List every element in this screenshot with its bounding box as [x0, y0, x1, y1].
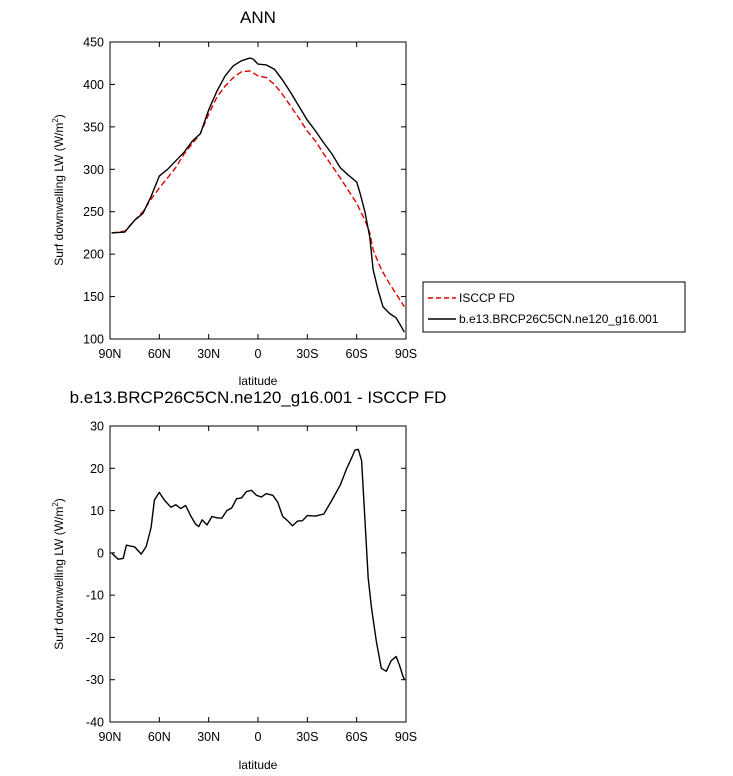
y-tick-label: 300	[83, 163, 104, 177]
x-tick-label: 60N	[148, 730, 171, 744]
y-tick-label: 250	[83, 205, 104, 219]
top-panel: ANN 90N 60N 30N 0 30S 60S 90S 100 150 200 250 300 35…	[51, 8, 417, 388]
x-tick-label: 90N	[99, 347, 122, 361]
x-tick-label: 60N	[148, 347, 171, 361]
y-tick-label: -20	[86, 631, 104, 645]
series-line-isccp-fd	[111, 70, 405, 308]
bottom-panel-y-label-main: Surf downwelling LW (W/m	[52, 507, 66, 650]
top-panel-y-label-sup: 2	[51, 118, 60, 123]
y-tick-label: 10	[90, 504, 104, 518]
x-tick-label: 30N	[197, 347, 220, 361]
y-tick-label: 20	[90, 462, 104, 476]
bottom-panel-ticks: 90N 60N 30N 0 30S 60S 90S -40 -30 -20 -10 0 10 20 30	[86, 420, 417, 745]
bottom-panel-series	[111, 448, 406, 680]
legend-label-isccp: ISCCP FD	[459, 291, 515, 305]
y-tick-label: 0	[97, 546, 104, 560]
top-panel-ticks: 90N 60N 30N 0 30S 60S 90S 100 150 200 250 300 350 400…	[83, 36, 417, 362]
legend-box	[422, 281, 686, 333]
top-panel-x-axis-label: latitude	[239, 374, 278, 388]
legend: ISCCP FD b.e13.BRCP26C5CN.ne120_g16.001	[422, 281, 686, 333]
x-tick-label: 0	[255, 730, 262, 744]
y-tick-label: 450	[83, 36, 104, 50]
y-tick-label: 400	[83, 78, 104, 92]
y-tick-label: -30	[86, 673, 104, 687]
x-tick-label: 60S	[346, 347, 368, 361]
x-tick-label: 90S	[395, 730, 417, 744]
bottom-panel-y-axis-label: Surf downwelling LW (W/m2)	[51, 498, 66, 650]
top-panel-y-label-main: Surf downwelling LW (W/m	[52, 123, 66, 266]
x-tick-label: 60S	[346, 730, 368, 744]
bottom-panel-title: b.e13.BRCP26C5CN.ne120_g16.001 - ISCCP F…	[70, 388, 447, 407]
top-panel-y-axis-label: Surf downwelling LW (W/m2)	[51, 114, 66, 266]
y-tick-label: 30	[90, 420, 104, 434]
top-panel-series	[111, 57, 406, 333]
top-panel-frame	[109, 41, 407, 340]
x-tick-label: 90N	[99, 730, 122, 744]
bottom-panel-frame	[109, 425, 407, 723]
x-tick-label: 0	[255, 347, 262, 361]
x-tick-label: 30S	[296, 730, 318, 744]
legend-label-model: b.e13.BRCP26C5CN.ne120_g16.001	[459, 312, 659, 326]
y-tick-label: 150	[83, 290, 104, 304]
y-tick-label: 100	[83, 333, 104, 347]
y-tick-label: 200	[83, 248, 104, 262]
x-tick-label: 30S	[296, 347, 318, 361]
x-tick-label: 30N	[197, 730, 220, 744]
y-tick-label: -40	[86, 716, 104, 730]
series-line-difference-0	[111, 448, 406, 680]
bottom-panel: b.e13.BRCP26C5CN.ne120_g16.001 - ISCCP F…	[51, 388, 446, 772]
top-panel-title: ANN	[240, 8, 276, 27]
bottom-panel-y-label-end: )	[52, 498, 66, 502]
y-tick-label: -10	[86, 589, 104, 603]
x-tick-label: 90S	[395, 347, 417, 361]
series-line-b-e13-brcp26c5cn-ne120-g16-001	[111, 57, 406, 333]
bottom-panel-x-axis-label: latitude	[239, 758, 278, 772]
bottom-panel-y-label-sup: 2	[51, 502, 60, 507]
y-tick-label: 350	[83, 120, 104, 134]
top-panel-y-label-end: )	[52, 114, 66, 118]
